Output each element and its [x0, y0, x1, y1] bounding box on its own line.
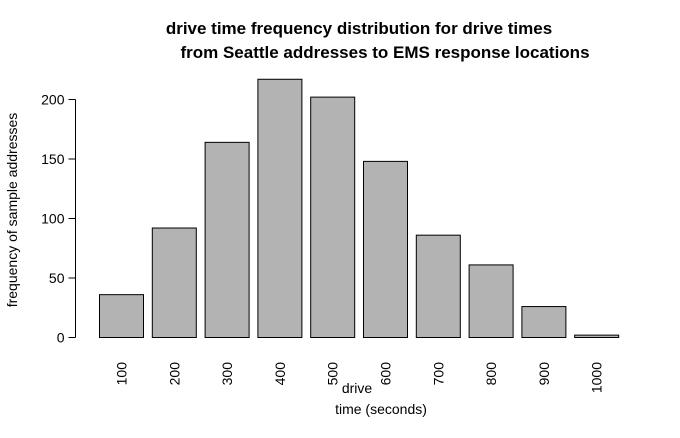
x-tick-label: 200 — [166, 362, 182, 386]
bar — [204, 141, 250, 338]
y-tick-label: 100 — [41, 211, 65, 227]
x-tick-label: 900 — [536, 362, 552, 386]
y-axis: 0 50 100 150 200 — [41, 92, 76, 346]
y-tick-label: 50 — [49, 270, 65, 286]
x-tick-label: 800 — [483, 362, 499, 386]
bar — [310, 96, 356, 339]
y-axis-label: frequency of sample addresses — [4, 113, 20, 308]
y-tick-label: 150 — [41, 151, 65, 167]
bar — [257, 78, 303, 339]
x-tick-label: 300 — [219, 362, 235, 386]
x-tick-labels: 100 200 300 400 500 600 700 800 900 1000 — [114, 362, 605, 393]
bar — [521, 306, 567, 338]
x-tick-label: 400 — [272, 362, 288, 386]
x-tick-label: 500 — [325, 362, 341, 386]
x-axis-label-line-2: time (seconds) — [335, 401, 427, 417]
x-tick-label: 1000 — [589, 362, 605, 393]
bar — [468, 264, 514, 338]
chart-title-line-1: drive time frequency distribution for dr… — [166, 19, 552, 38]
x-tick-label: 100 — [114, 362, 130, 386]
bar — [415, 234, 461, 338]
bar — [99, 294, 144, 339]
x-axis-label-line-1: drive — [342, 380, 373, 396]
bars-group — [99, 78, 620, 339]
bar — [151, 227, 197, 339]
x-tick-label: 600 — [378, 362, 394, 386]
bar — [363, 160, 408, 338]
y-tick-label: 200 — [41, 92, 65, 108]
bar — [574, 334, 620, 338]
y-tick-label: 0 — [57, 330, 65, 346]
chart-title-line-2: from Seattle addresses to EMS response l… — [180, 43, 589, 62]
x-tick-label: 700 — [430, 362, 446, 386]
